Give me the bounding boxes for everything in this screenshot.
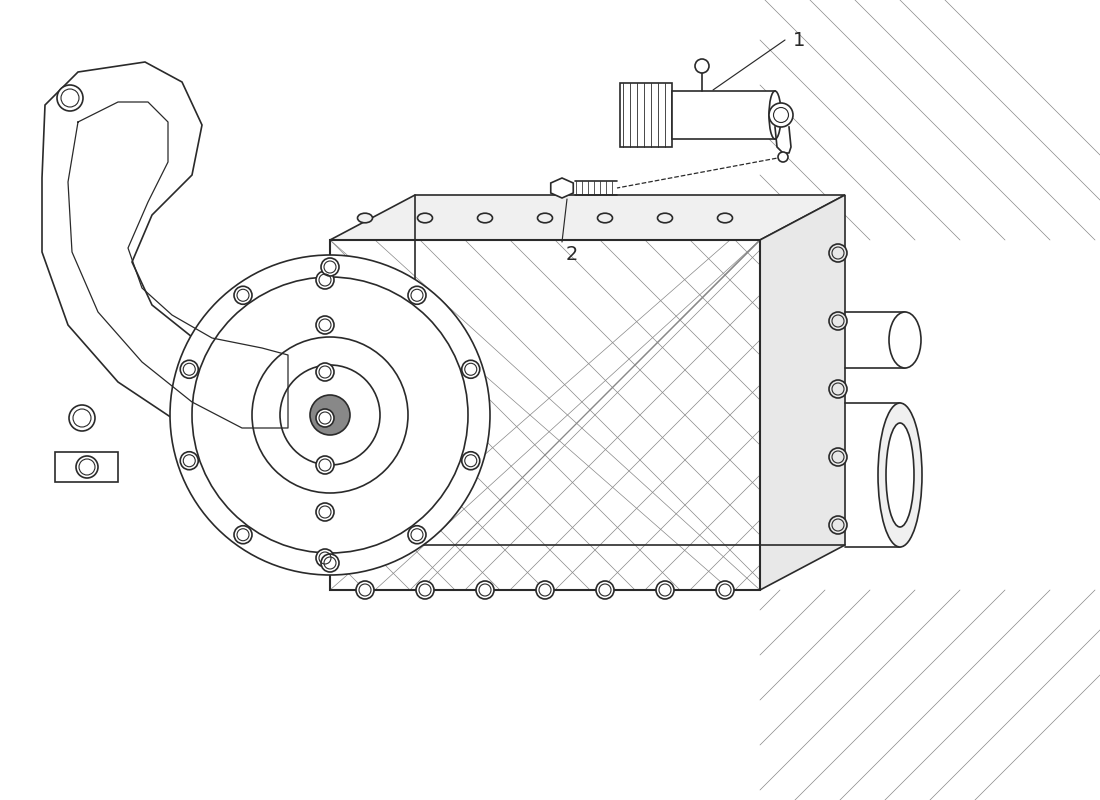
Circle shape <box>536 581 554 599</box>
Ellipse shape <box>889 312 921 368</box>
Circle shape <box>180 452 198 470</box>
Circle shape <box>596 581 614 599</box>
Circle shape <box>234 286 252 304</box>
Ellipse shape <box>597 214 613 222</box>
Ellipse shape <box>418 214 432 222</box>
Polygon shape <box>672 91 776 139</box>
Circle shape <box>316 456 334 474</box>
Polygon shape <box>42 62 318 462</box>
Circle shape <box>316 316 334 334</box>
Polygon shape <box>330 195 845 240</box>
Circle shape <box>462 452 480 470</box>
Ellipse shape <box>358 214 373 222</box>
Circle shape <box>462 360 480 378</box>
Polygon shape <box>55 452 118 482</box>
Ellipse shape <box>769 91 781 139</box>
Ellipse shape <box>886 423 914 527</box>
Ellipse shape <box>878 403 922 547</box>
Circle shape <box>316 549 334 567</box>
Ellipse shape <box>477 214 493 222</box>
Circle shape <box>829 312 847 330</box>
Circle shape <box>316 503 334 521</box>
Polygon shape <box>551 178 573 198</box>
Polygon shape <box>760 195 845 590</box>
Circle shape <box>76 456 98 478</box>
Circle shape <box>180 360 198 378</box>
Text: 2: 2 <box>566 245 579 263</box>
Circle shape <box>321 554 339 572</box>
Circle shape <box>716 581 734 599</box>
Circle shape <box>69 405 95 431</box>
Circle shape <box>57 85 82 111</box>
Circle shape <box>829 244 847 262</box>
Circle shape <box>829 448 847 466</box>
Circle shape <box>356 581 374 599</box>
Circle shape <box>769 103 793 127</box>
Circle shape <box>829 516 847 534</box>
Text: since 1985: since 1985 <box>546 429 815 471</box>
Ellipse shape <box>658 214 672 222</box>
Circle shape <box>695 59 710 73</box>
Circle shape <box>408 286 426 304</box>
Circle shape <box>476 581 494 599</box>
Circle shape <box>778 152 788 162</box>
Circle shape <box>416 581 434 599</box>
Circle shape <box>234 526 252 544</box>
Ellipse shape <box>538 214 552 222</box>
Text: 1: 1 <box>793 30 805 50</box>
Circle shape <box>170 255 490 575</box>
Circle shape <box>408 526 426 544</box>
Circle shape <box>316 409 334 427</box>
Polygon shape <box>620 83 672 147</box>
Circle shape <box>656 581 674 599</box>
Text: eurospares: eurospares <box>251 274 849 366</box>
Polygon shape <box>330 240 760 590</box>
Text: a passion for parts: a passion for parts <box>418 526 742 554</box>
Circle shape <box>316 271 334 289</box>
Circle shape <box>316 363 334 381</box>
Ellipse shape <box>717 214 733 222</box>
Circle shape <box>310 395 350 435</box>
Circle shape <box>829 380 847 398</box>
Circle shape <box>321 258 339 276</box>
